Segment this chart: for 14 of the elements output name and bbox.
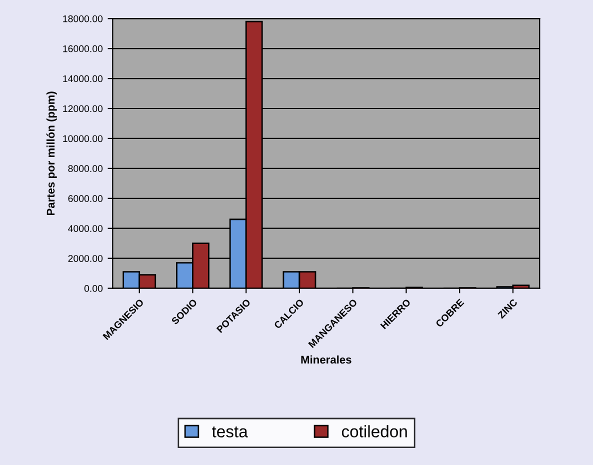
y-tick-label: 8000.00	[68, 165, 103, 172]
legend-label: cotiledon	[342, 425, 407, 438]
x-axis-title: Minerales	[301, 355, 352, 364]
y-axis-title: Partes por millón (ppm)	[46, 92, 57, 216]
y-tick-label: 0.00	[84, 285, 103, 292]
y-tick-label: 16000.00	[63, 45, 103, 52]
legend-label: testa	[212, 426, 248, 438]
y-tick-label: 12000.00	[63, 105, 103, 112]
y-tick-label: 14000.00	[63, 75, 103, 82]
y-tick-label: 10000.00	[63, 135, 103, 142]
y-tick-label: 18000.00	[63, 15, 103, 22]
y-tick-label: 6000.00	[68, 195, 103, 202]
y-tick-label: 2000.00	[68, 255, 103, 262]
y-tick-label: 4000.00	[68, 225, 103, 232]
